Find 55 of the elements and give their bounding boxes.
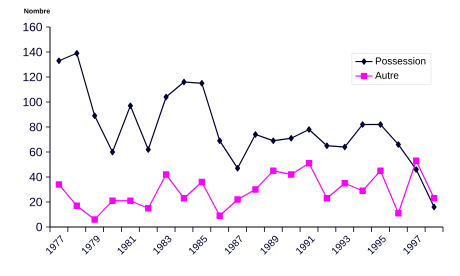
point — [306, 126, 312, 133]
point — [306, 160, 312, 166]
y-tick-label: 60 — [30, 148, 42, 156]
legend-label: Autre — [375, 72, 398, 79]
point — [235, 165, 240, 172]
point — [92, 112, 98, 119]
point — [252, 186, 259, 193]
point — [378, 121, 384, 128]
point — [234, 196, 241, 203]
point — [377, 168, 384, 174]
point — [128, 102, 133, 109]
point — [396, 141, 401, 148]
y-tick-label: 100 — [23, 98, 42, 106]
point — [74, 50, 80, 56]
point — [164, 94, 169, 100]
point — [198, 178, 206, 186]
point — [342, 180, 348, 186]
point — [146, 146, 151, 153]
point — [91, 216, 98, 223]
point — [180, 195, 188, 202]
y-tick-label: 120 — [23, 72, 42, 82]
y-tick-label: 0 — [36, 222, 42, 232]
point — [145, 205, 152, 212]
y-tick-label: 40 — [29, 172, 42, 182]
point — [252, 131, 258, 138]
point — [217, 138, 222, 144]
point — [430, 195, 438, 202]
point — [359, 188, 366, 194]
point — [110, 148, 116, 156]
y-tick-label: 20 — [30, 198, 42, 206]
point — [432, 204, 437, 210]
point — [414, 166, 419, 173]
point — [360, 121, 366, 128]
legend-label: Possession — [376, 57, 426, 64]
point — [127, 198, 134, 204]
point — [74, 202, 80, 209]
point — [288, 135, 294, 142]
point — [342, 144, 348, 150]
point — [199, 80, 204, 86]
point — [162, 171, 170, 178]
point — [270, 168, 276, 174]
y-tick-label: 160 — [23, 22, 42, 32]
point — [324, 195, 330, 202]
point — [270, 138, 276, 144]
point — [56, 58, 62, 64]
point — [288, 171, 294, 178]
y-tick-label: 140 — [23, 48, 42, 56]
point — [324, 142, 330, 149]
point — [56, 181, 62, 188]
point — [413, 158, 420, 164]
point — [216, 212, 223, 219]
point — [109, 198, 116, 204]
y-tick-label: 80 — [30, 122, 42, 132]
point — [181, 78, 187, 86]
point — [395, 210, 402, 216]
